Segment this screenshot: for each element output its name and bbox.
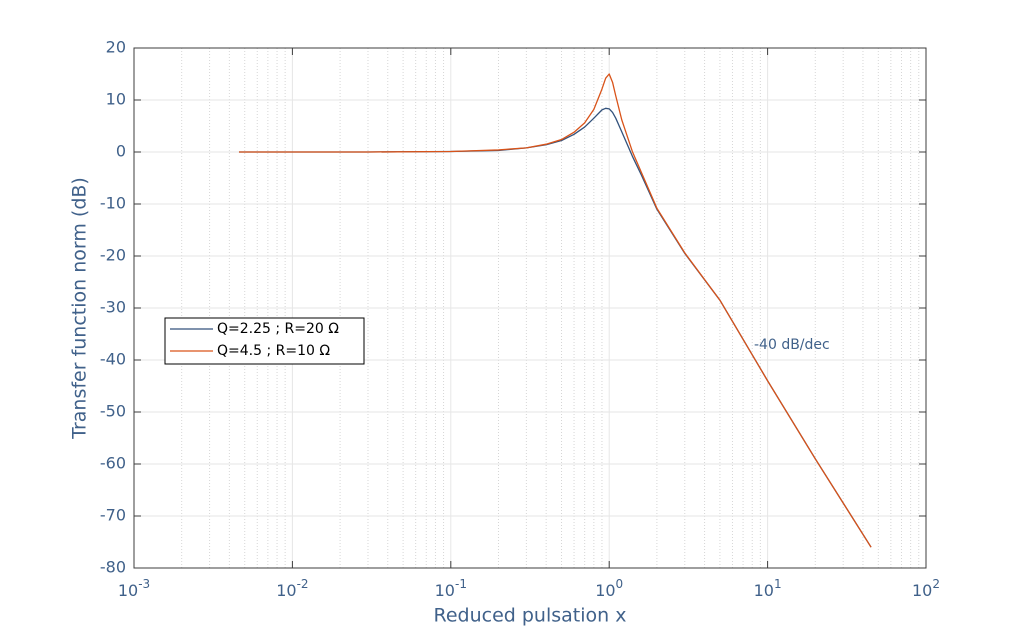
- x-tick-label: 102: [912, 577, 940, 600]
- legend-label: Q=2.25 ; R=20 Ω: [217, 321, 339, 337]
- legend-label: Q=4.5 ; R=10 Ω: [217, 343, 330, 359]
- y-tick-label: 0: [116, 142, 126, 161]
- y-tick-label: -60: [100, 454, 126, 473]
- y-axis-label: Transfer function norm (dB): [69, 177, 91, 440]
- x-tick-label: 101: [754, 577, 782, 600]
- ticks: 10-3 10-2 10-1 100 101 102-80-70-60-50-40-30-…: [100, 38, 940, 600]
- y-tick-label: 20: [106, 38, 126, 57]
- y-tick-label: -80: [100, 558, 126, 577]
- y-tick-label: -70: [100, 506, 126, 525]
- x-axis-label: Reduced pulsation x: [434, 605, 627, 627]
- y-tick-label: -30: [100, 298, 126, 317]
- annotation: -40 dB/dec: [754, 337, 830, 353]
- x-tick-label: 10-1: [435, 577, 467, 600]
- y-tick-label: -40: [100, 350, 126, 369]
- y-tick-label: -50: [100, 402, 126, 421]
- series-line: [238, 73, 872, 548]
- x-tick-label: 100: [595, 577, 623, 600]
- legend-box: [164, 317, 365, 365]
- legend: Q=2.25 ; R=20 Ω Q=4.5 ; R=10 Ω: [164, 317, 365, 365]
- x-tick-label: 10-2: [276, 577, 308, 600]
- x-tick-label: 10-3: [118, 577, 150, 600]
- y-tick-label: -10: [100, 194, 126, 213]
- y-tick-label: 10: [106, 90, 126, 109]
- lines: [238, 73, 872, 548]
- y-tick-label: -20: [100, 246, 126, 265]
